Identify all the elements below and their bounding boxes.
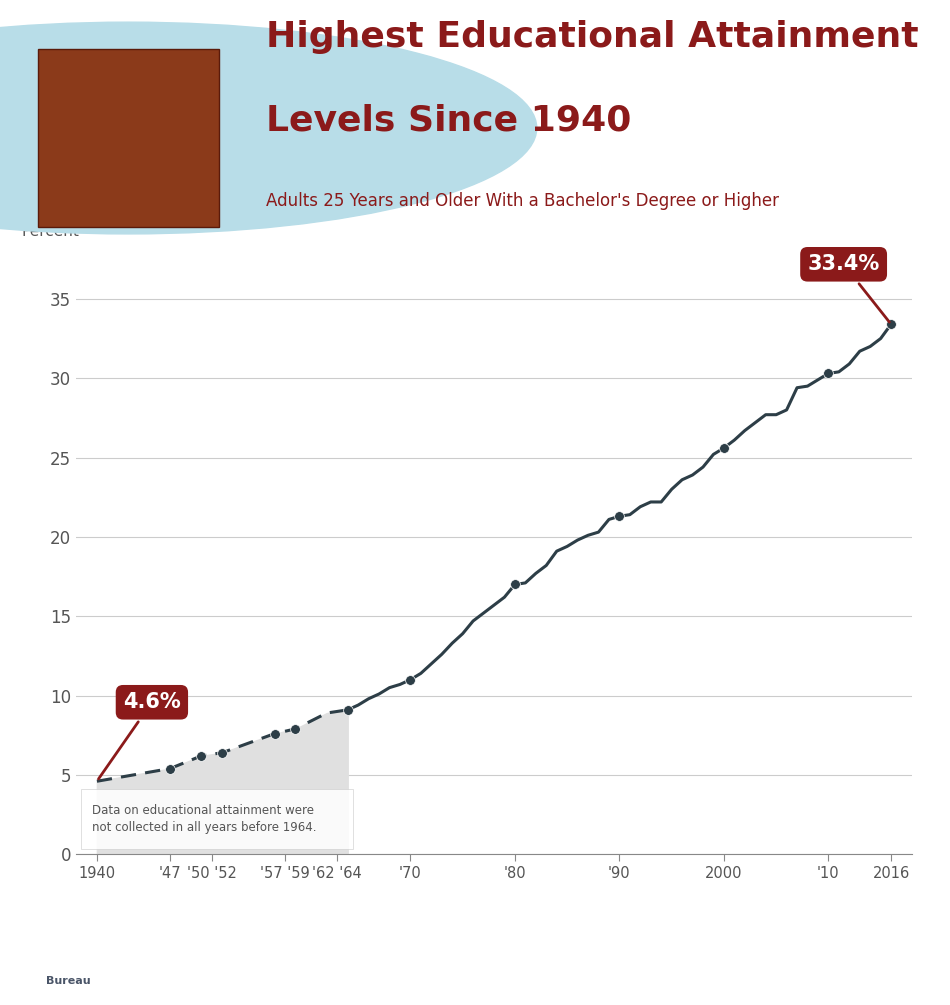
Text: Adults 25 Years and Older With a Bachelor's Degree or Higher: Adults 25 Years and Older With a Bachelo…	[266, 192, 779, 210]
Text: Economics and Statistics Administration: Economics and Statistics Administration	[160, 927, 397, 940]
Text: Highest Educational Attainment: Highest Educational Attainment	[266, 20, 919, 53]
Text: United States™: United States™	[16, 897, 97, 908]
Text: Data on educational attainment were
not collected in all years before 1964.: Data on educational attainment were not …	[91, 804, 316, 834]
Text: www.census.gov/prod/www/decennial.html: www.census.gov/prod/www/decennial.html	[716, 982, 940, 992]
FancyBboxPatch shape	[38, 49, 218, 226]
Text: Percent: Percent	[22, 224, 80, 239]
Circle shape	[0, 22, 537, 234]
Text: 33.4%: 33.4%	[808, 254, 889, 322]
Text: U.S. CENSUS BUREAU: U.S. CENSUS BUREAU	[160, 956, 273, 966]
Text: 4.6%: 4.6%	[99, 692, 180, 779]
Bar	[16, 980, 125, 985]
Text: Current Population Survey: Current Population Survey	[794, 924, 940, 934]
Text: U.S. Department of Commerce: U.S. Department of Commerce	[160, 895, 373, 910]
Text: Source:  1940-2010 Censuses and: Source: 1940-2010 Censuses and	[750, 895, 940, 906]
Text: www.census.gov/programs-surveys/cps.html: www.census.gov/programs-surveys/cps.html	[707, 953, 940, 963]
Text: Levels Since 1940: Levels Since 1940	[266, 104, 632, 138]
Text: Census: Census	[16, 927, 122, 952]
Text: Bureau: Bureau	[47, 976, 90, 986]
Text: census.gov: census.gov	[160, 983, 238, 996]
FancyBboxPatch shape	[81, 789, 352, 849]
